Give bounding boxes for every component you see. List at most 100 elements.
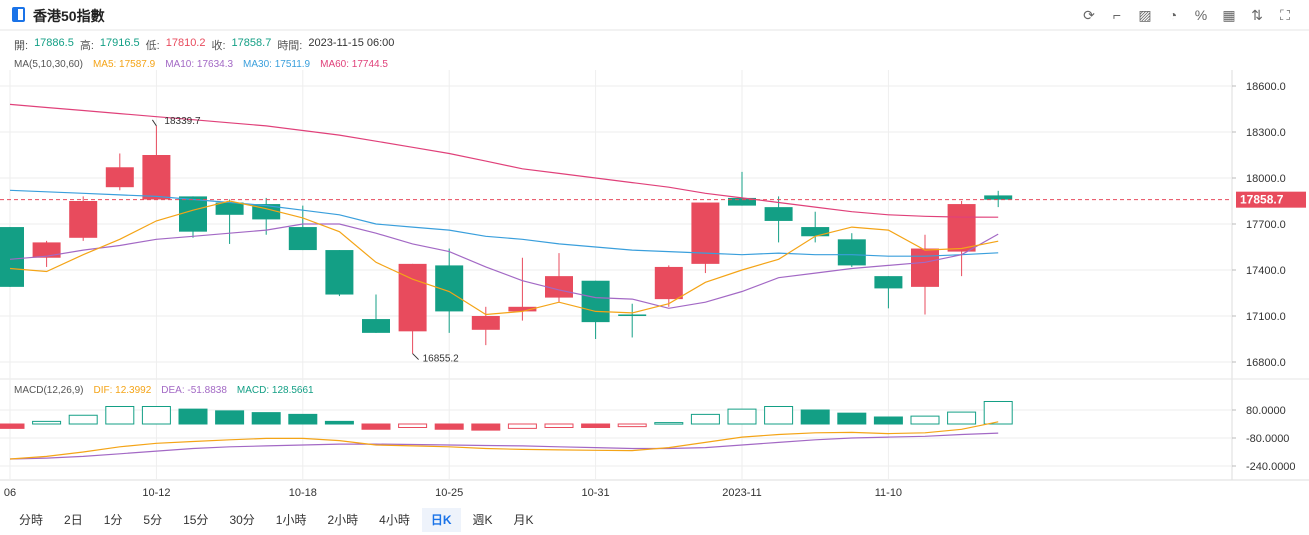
time-tick-label: 10-31: [582, 487, 610, 499]
dea-line: [9, 432, 999, 460]
candle-body: [142, 155, 171, 200]
dif-value: DIF: 12.3992: [93, 385, 152, 396]
sort-icon[interactable]: ⇅: [1251, 6, 1263, 23]
candle-body: [471, 316, 500, 330]
macd-tick-label: 80.0000: [1246, 405, 1286, 417]
candle-body: [508, 306, 537, 312]
macd-bar: [215, 410, 245, 425]
candle-body: [288, 227, 317, 251]
close-value: 17858.7: [231, 37, 272, 49]
macd-bar: [0, 423, 25, 429]
macd-bar: [361, 423, 391, 430]
open-value: 17886.5: [34, 37, 74, 49]
candle-body: [654, 266, 683, 300]
candle-body: [984, 195, 1013, 200]
macd-bar: [434, 423, 464, 430]
macd-bar: [32, 420, 62, 425]
compare-icon[interactable]: ◔: [1168, 7, 1178, 23]
candle-body: [69, 201, 98, 238]
period-tab[interactable]: 2小時: [327, 513, 359, 527]
time-label: 時間:: [277, 40, 303, 52]
macd-bar: [983, 400, 1013, 425]
time-tick-label: 10-25: [435, 487, 463, 499]
dif-line: [9, 421, 999, 460]
macd-bar: [764, 406, 794, 425]
candle-body: [691, 202, 720, 264]
period-tab-active[interactable]: 日K: [421, 508, 461, 532]
period-tab[interactable]: 分時: [19, 513, 44, 527]
price-tick-label: 17100.0: [1246, 311, 1286, 323]
candle-body: [618, 314, 647, 316]
ohlc-readout: 開: 17886.5 高: 17916.5 低: 17810.2 收: 1785…: [14, 37, 394, 53]
instrument-icon: [12, 7, 25, 22]
time-tick-label: 06: [4, 487, 16, 499]
ma10-line: [9, 223, 999, 309]
draw-icon[interactable]: ⌐: [1112, 7, 1122, 23]
macd-bar: [837, 412, 867, 425]
macd-tick-label: -80.0000: [1246, 433, 1289, 445]
price-tick-label: 16800.0: [1246, 357, 1286, 369]
price-tick-label: 17700.0: [1246, 219, 1286, 231]
layout-icon[interactable]: ▦: [1222, 6, 1236, 23]
candle-body: [252, 204, 281, 220]
candle-body: [947, 204, 976, 252]
time-tick-label: 10-18: [289, 487, 317, 499]
period-tab[interactable]: 1小時: [275, 513, 307, 527]
period-tab[interactable]: 1分: [103, 513, 123, 527]
macd-bar: [324, 420, 354, 425]
period-tab[interactable]: 30分: [229, 513, 255, 527]
macd-legend: MACD(12,26,9) DIF: 12.3992 DEA: -51.8838…: [14, 385, 314, 396]
period-tab[interactable]: 15分: [183, 513, 209, 527]
candle-body: [0, 227, 24, 287]
ma60-line: [9, 103, 999, 218]
ma-legend-title[interactable]: MA(5,10,30,60): [14, 59, 83, 70]
period-tab[interactable]: 月K: [513, 513, 534, 527]
ma10-value: MA10: 17634.3: [165, 59, 234, 70]
macd-bar: [910, 415, 940, 425]
dea-value: DEA: -51.8838: [161, 385, 227, 396]
low-annotation-label: 16855.2: [423, 354, 460, 365]
low-value: 17810.2: [165, 37, 206, 49]
high-annotation-pointer: [151, 119, 157, 127]
chart-toolbar: ⟳ ⌐ ▨ ◔ % ▦ ⇅ ⛶: [1079, 5, 1295, 25]
macd-bar: [141, 406, 171, 425]
macd-bar: [690, 413, 720, 425]
indicator-icon[interactable]: ▨: [1138, 6, 1152, 23]
high-annotation-label: 18339.7: [164, 116, 201, 127]
ma60-value: MA60: 17744.5: [320, 59, 388, 70]
macd-bar: [178, 408, 208, 425]
macd-bar: [581, 423, 611, 428]
macd-legend-title[interactable]: MACD(12,26,9): [14, 385, 84, 396]
current-price-badge: [1236, 191, 1306, 208]
macd-bar: [507, 423, 537, 429]
macd-bar: [471, 423, 501, 431]
macd-bar: [288, 413, 318, 425]
candle-body: [911, 248, 939, 287]
kline-chart[interactable]: 18600.0 18300.0 18000.0 17700.0 17400.0 17100…: [0, 0, 1309, 508]
macd-bar: [947, 411, 977, 425]
high-label: 高:: [79, 40, 94, 52]
period-tab[interactable]: 2日: [64, 513, 83, 527]
fullscreen-icon[interactable]: ⛶: [1280, 6, 1290, 23]
low-annotation-pointer: [412, 353, 419, 360]
candle-body: [581, 280, 610, 323]
percent-icon[interactable]: %: [1194, 7, 1208, 23]
macd-bar: [251, 412, 281, 425]
candle-body: [728, 197, 756, 206]
refresh-icon[interactable]: ⟳: [1083, 6, 1095, 23]
period-tab[interactable]: 5分: [143, 513, 163, 527]
candle-body: [362, 319, 390, 333]
macd-bar: [873, 416, 903, 425]
macd-bar: [544, 423, 574, 428]
macd-bar: [617, 423, 647, 428]
candle-body: [837, 239, 866, 266]
current-price-label: 17858.7: [1240, 193, 1284, 207]
period-tab[interactable]: 4小時: [379, 513, 410, 527]
period-tab[interactable]: 週K: [472, 513, 493, 527]
candle-body: [801, 227, 830, 237]
candle-body: [764, 207, 793, 221]
price-tick-label: 18300.0: [1246, 127, 1286, 139]
ma30-value: MA30: 17511.9: [243, 59, 311, 70]
price-tick-label: 18000.0: [1246, 173, 1286, 185]
low-label: 低:: [145, 40, 160, 52]
